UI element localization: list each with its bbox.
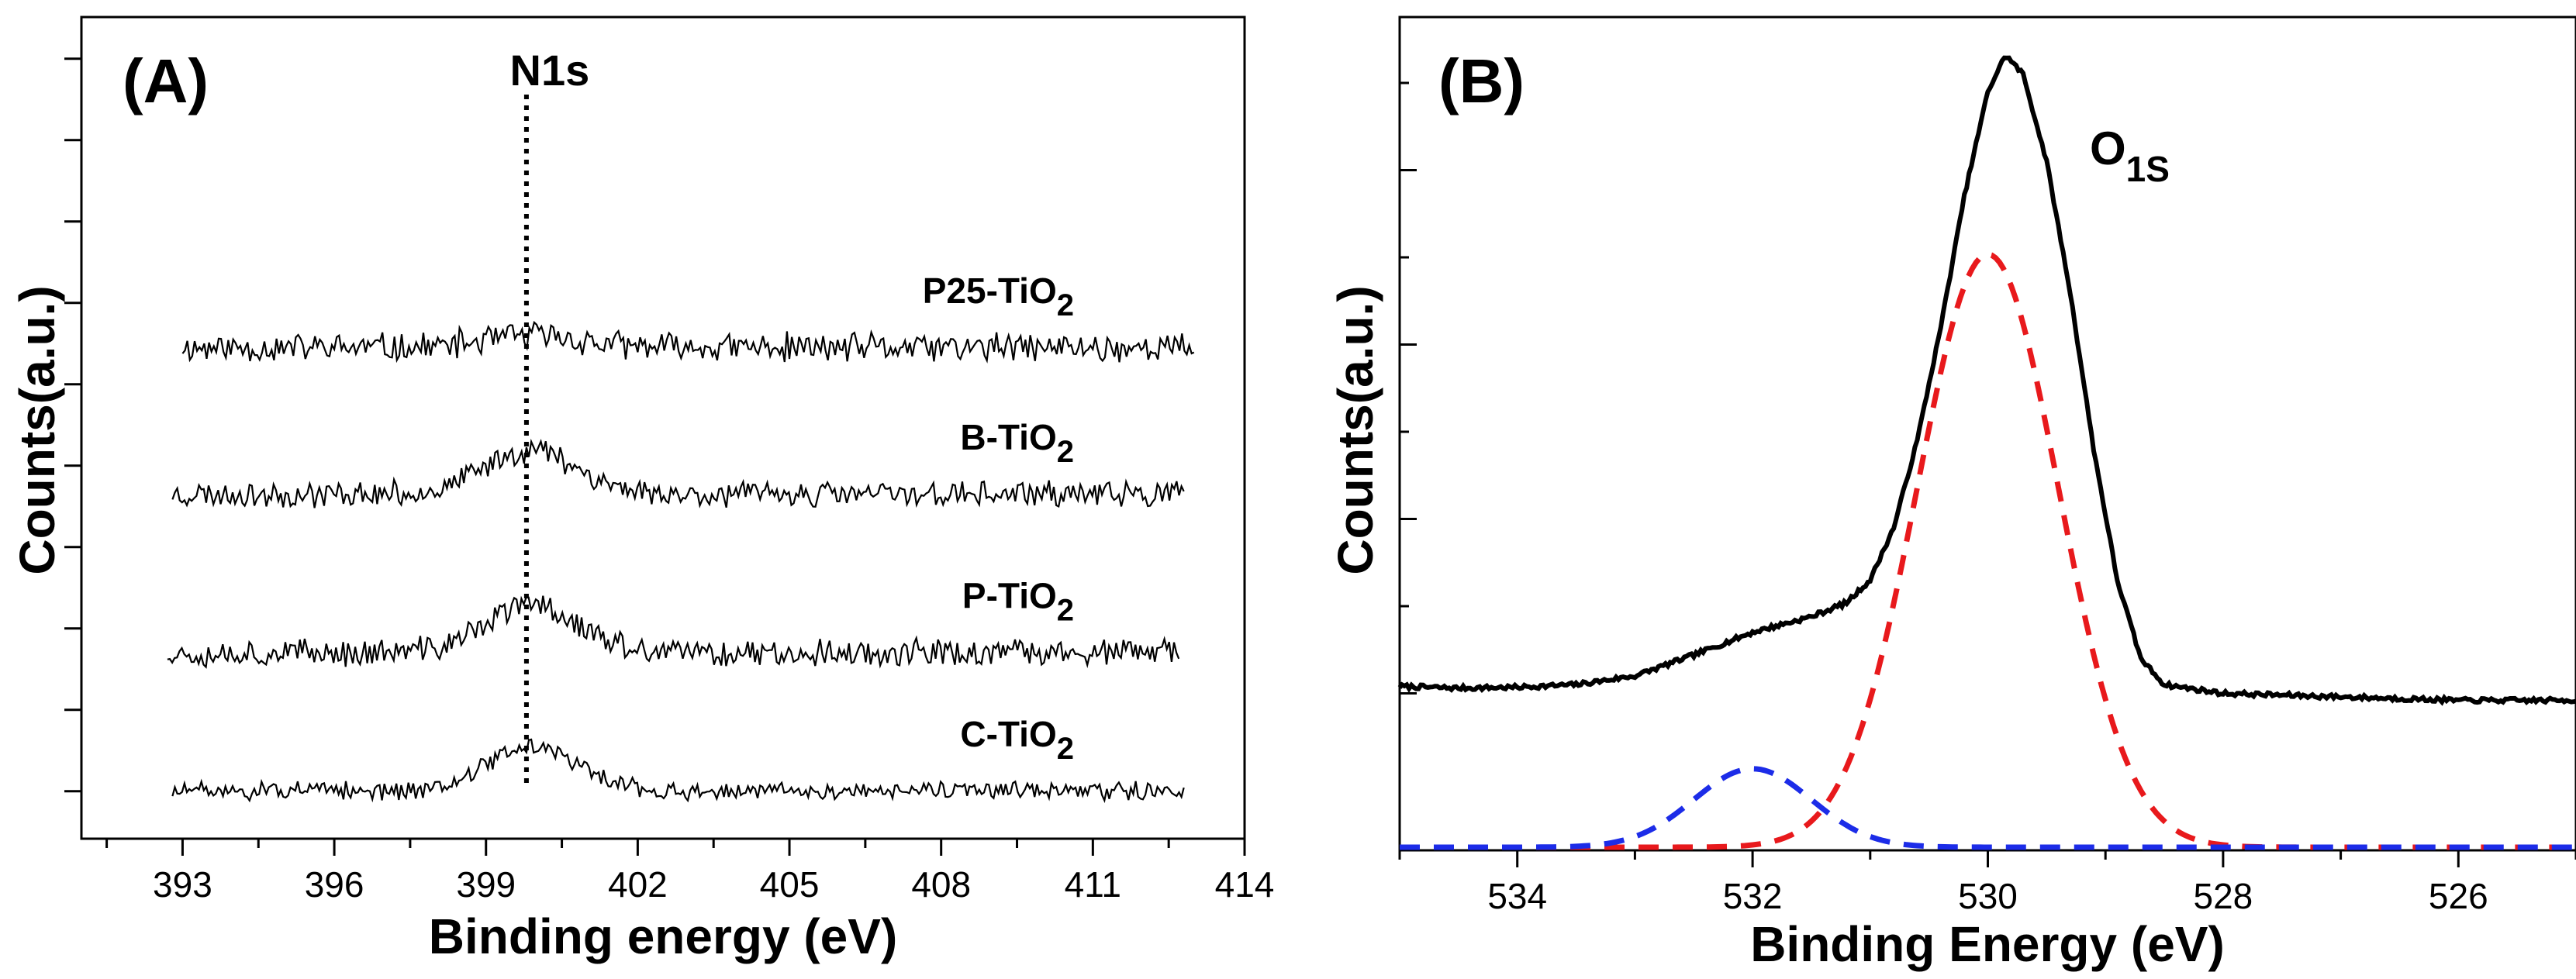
spectrum-p25-tio2 [181,320,1195,364]
panel-b-curves [1397,55,2576,850]
panel-b-x-ticks: 534 532 530 528 526 [1398,850,2576,916]
panel-b-label: (B) [1438,47,1525,115]
panel-a-x-ticks: 393 396 399 402 405 408 411 414 [105,839,1275,905]
spectrum-c-tio2 [171,738,1185,804]
o1s-peak-label-main: O [2090,122,2126,174]
panel-a-x-tick-label: 402 [608,864,668,905]
series-label-sub: 2 [1057,288,1074,322]
series-label-1: B-TiO2 [960,417,1074,469]
panel-b-x-axis-title: Binding Energy (eV) [1750,916,2225,972]
series-label-main: P-TiO [962,576,1057,616]
series-label-0: P25-TiO2 [923,271,1074,322]
component-surface-hydroxyl [1400,766,2576,850]
spectrum-p-tio2 [167,595,1180,669]
component-lattice-oxygen [1400,251,2576,850]
panel-b-x-tick-label: 534 [1487,876,1547,916]
series-label-sub: 2 [1057,732,1074,766]
o1s-peak-label-sub: 1S [2126,149,2170,189]
panel-a-x-tick-label: 411 [1065,864,1121,905]
series-label-main: P25-TiO [923,271,1057,311]
panel-a-y-axis-title: Counts(a.u.) [9,285,65,574]
panel-a-x-tick-label: 408 [911,864,971,905]
panel-b-x-tick-label: 530 [1958,876,2018,916]
series-label-2: P-TiO2 [962,576,1074,628]
panel-b-y-ticks [1400,81,1417,695]
series-label-3: C-TiO2 [960,714,1074,766]
panel-a-label: (A) [123,47,209,115]
panel-a-x-axis-title: Binding energy (eV) [429,908,898,964]
panel-a-x-tick-label: 396 [305,864,364,905]
panel-b-x-tick-label: 526 [2429,876,2488,916]
panel-b-x-tick-label: 532 [1723,876,1783,916]
panel-b-frame [1398,16,2576,852]
n1s-label: N1s [510,46,590,95]
panel-b: 534 532 530 528 526 (B) O1S Binding Energy (… [1328,16,2576,972]
o1s-peak-label: O1S [2090,122,2170,189]
measured-envelope [1397,55,2576,706]
spectrum-b-tio2 [171,438,1185,508]
panel-a-x-tick-label: 393 [153,864,212,905]
panel-a-frame [80,16,1246,840]
panel-b-x-tick-label: 528 [2194,876,2253,916]
panel-a-x-tick-label: 399 [456,864,516,905]
panel-a: 393 396 399 402 405 408 411 414 P25-TiO2B-TiO2P… [9,16,1275,964]
series-label-main: B-TiO [960,417,1056,457]
series-label-sub: 2 [1057,594,1074,628]
panel-a-x-tick-label: 414 [1215,864,1275,905]
series-label-sub: 2 [1057,435,1074,469]
panel-b-y-axis-title: Counts(a.u.) [1328,285,1383,574]
series-label-main: C-TiO [960,714,1056,754]
panel-a-x-tick-label: 405 [760,864,820,905]
panel-a-y-ticks [64,57,81,793]
